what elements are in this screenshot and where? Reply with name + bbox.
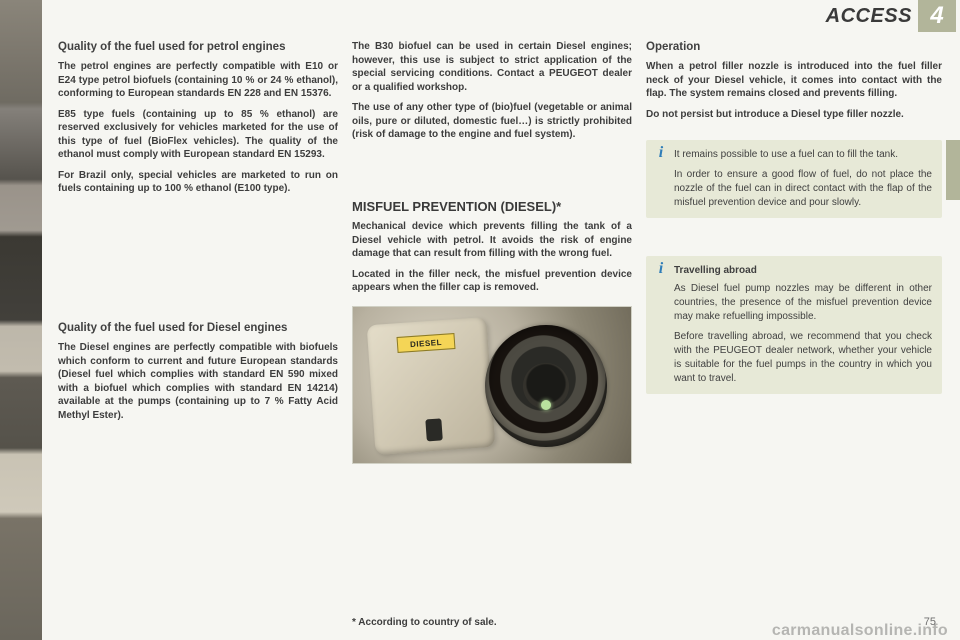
info1-p1: It remains possible to use a fuel can to… bbox=[674, 148, 932, 162]
misfuel-p1: Mechanical device which prevents filling… bbox=[352, 220, 632, 261]
petrol-p3: For Brazil only, special vehicles are ma… bbox=[58, 169, 338, 196]
chapter-header: ACCESS 4 bbox=[50, 0, 960, 32]
filler-neck bbox=[485, 325, 607, 447]
chapter-number: 4 bbox=[918, 0, 956, 32]
operation-p2: Do not persist but introduce a Diesel ty… bbox=[646, 108, 942, 122]
info-box-travelling-abroad: i Travelling abroad As Diesel fuel pump … bbox=[646, 256, 942, 394]
column-1: Quality of the fuel used for petrol engi… bbox=[58, 40, 338, 608]
column-spacer bbox=[646, 230, 942, 256]
manual-page: ACCESS 4 Quality of the fuel used for pe… bbox=[0, 0, 960, 640]
watermark: carmanualsonline.info bbox=[772, 622, 948, 640]
column-2: The B30 biofuel can be used in certain D… bbox=[352, 40, 632, 608]
fuel-filler-image: DIESEL bbox=[352, 306, 632, 464]
column-spacer bbox=[58, 203, 338, 321]
b30-p1: The B30 biofuel can be used in certain D… bbox=[352, 40, 632, 94]
info2-p2: Before travelling abroad, we recommend t… bbox=[674, 330, 932, 386]
info-box-fuel-can: i It remains possible to use a fuel can … bbox=[646, 140, 942, 218]
column-spacer bbox=[352, 149, 632, 189]
petrol-p1: The petrol engines are perfectly compati… bbox=[58, 60, 338, 101]
diesel-quality-heading: Quality of the fuel used for Diesel engi… bbox=[58, 321, 338, 335]
footnote: * According to country of sale. bbox=[352, 617, 497, 628]
misfuel-p2: Located in the filler neck, the misfuel … bbox=[352, 268, 632, 295]
info1-p2: In order to ensure a good flow of fuel, … bbox=[674, 168, 932, 210]
diesel-p1: The Diesel engines are perfectly compati… bbox=[58, 341, 338, 422]
operation-p1: When a petrol filler nozzle is introduce… bbox=[646, 60, 942, 101]
content-columns: Quality of the fuel used for petrol engi… bbox=[58, 40, 944, 608]
petrol-quality-heading: Quality of the fuel used for petrol engi… bbox=[58, 40, 338, 54]
side-tab bbox=[946, 140, 960, 200]
column-3: Operation When a petrol filler nozzle is… bbox=[646, 40, 942, 608]
b30-p2: The use of any other type of (bio)fuel (… bbox=[352, 101, 632, 142]
info-icon: i bbox=[654, 262, 668, 276]
chapter-title: ACCESS bbox=[826, 5, 912, 28]
petrol-p2: E85 type fuels (containing up to 85 % et… bbox=[58, 108, 338, 162]
column-spacer bbox=[646, 128, 942, 140]
operation-heading: Operation bbox=[646, 40, 942, 54]
left-photo-strip bbox=[0, 0, 42, 640]
info2-head: Travelling abroad bbox=[674, 264, 932, 278]
misfuel-heading: MISFUEL PREVENTION (DIESEL)* bbox=[352, 199, 632, 215]
info-icon: i bbox=[654, 146, 668, 160]
info2-p1: As Diesel fuel pump nozzles may be diffe… bbox=[674, 282, 932, 324]
